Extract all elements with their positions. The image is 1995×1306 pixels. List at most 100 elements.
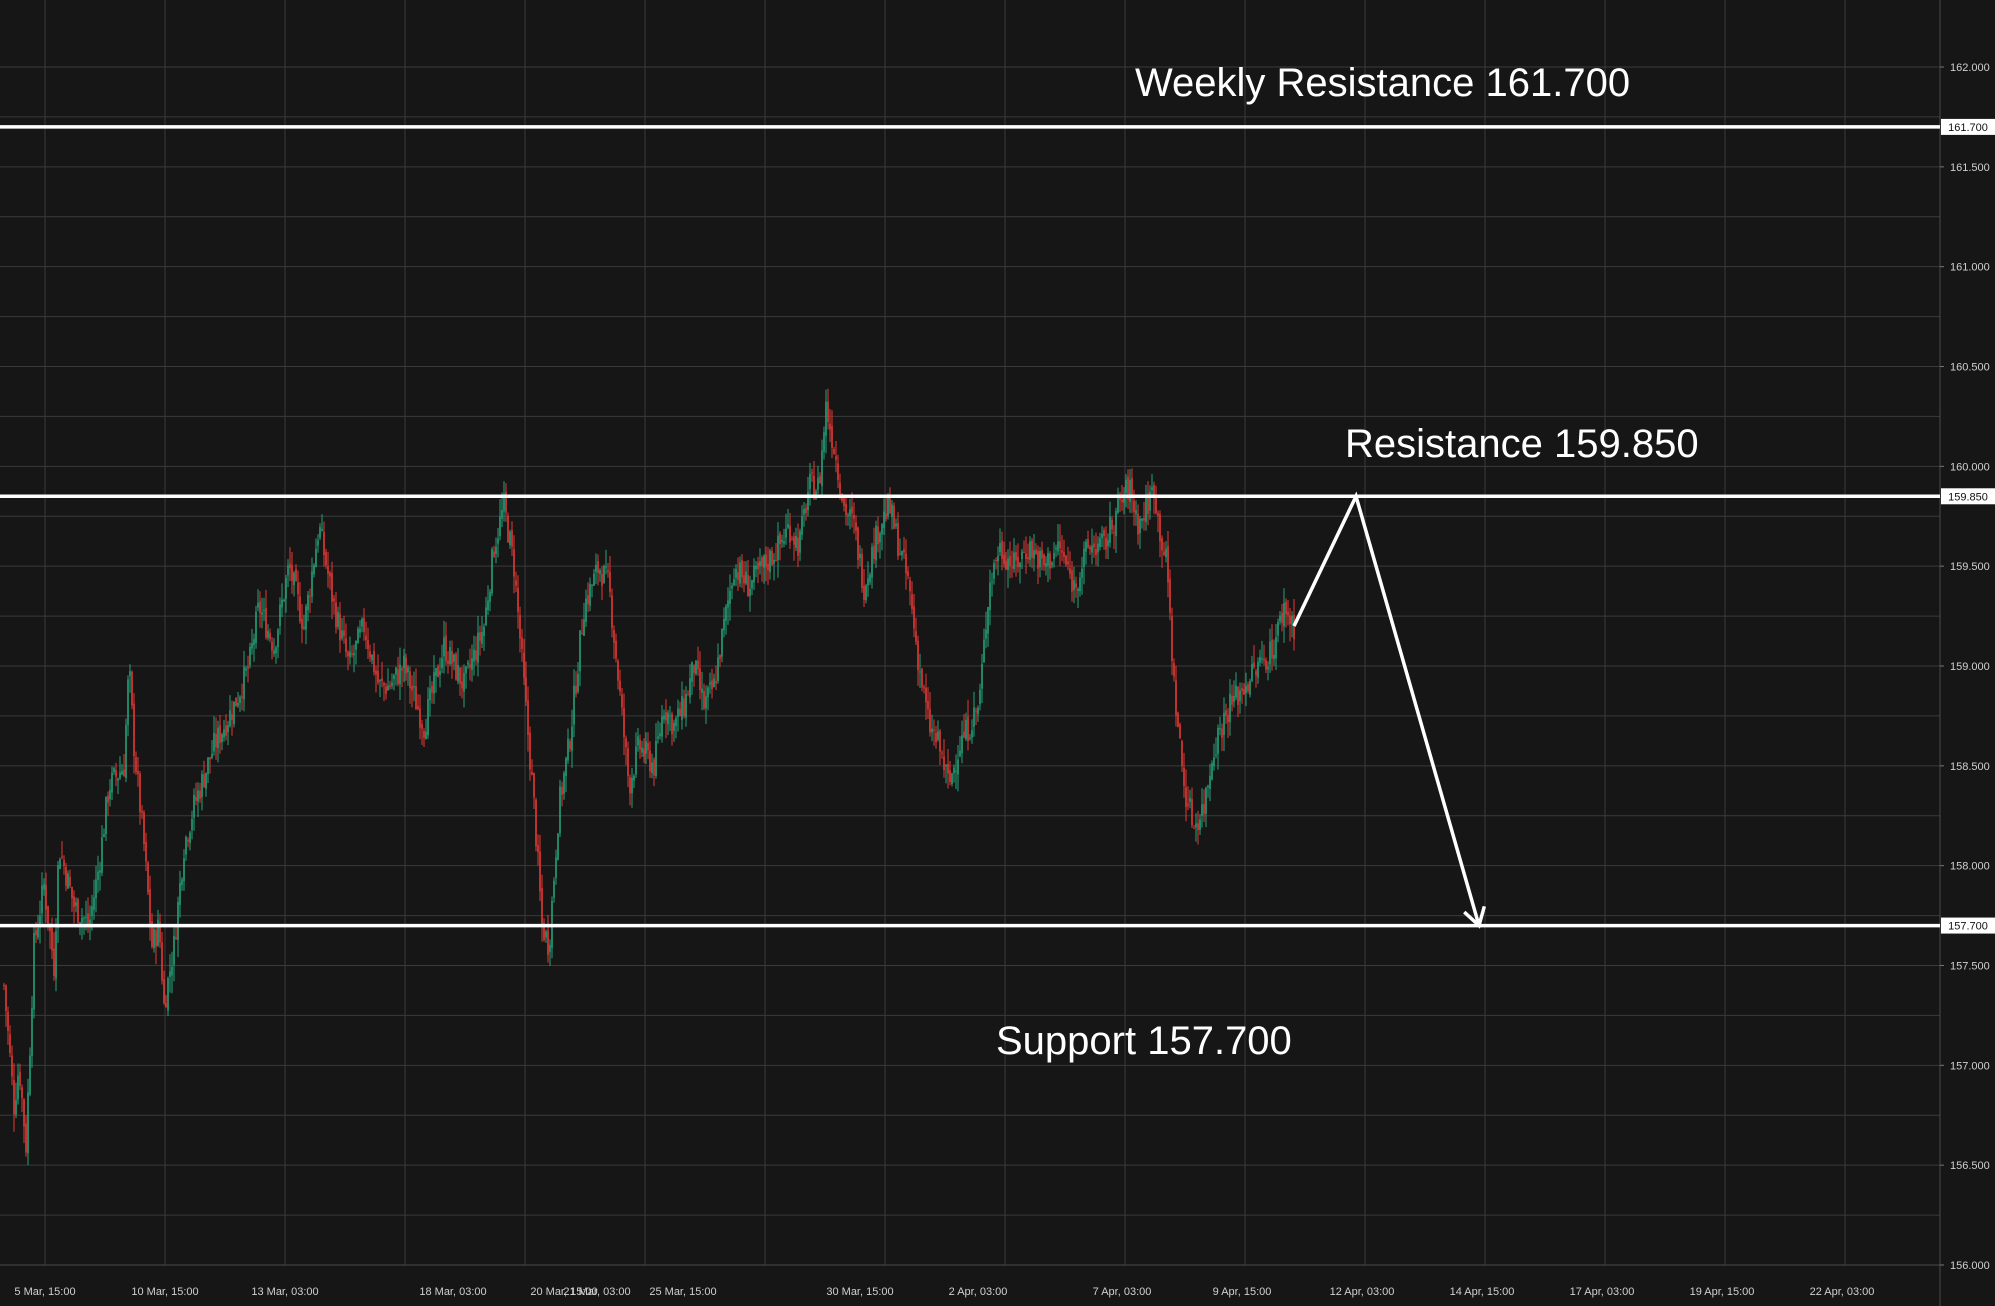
- candle-body: [473, 649, 475, 662]
- candle-body: [209, 757, 211, 760]
- candle-body: [1117, 498, 1119, 513]
- candle-body: [191, 818, 193, 831]
- candle-body: [127, 679, 129, 725]
- candle-body: [361, 618, 363, 627]
- candle-body: [431, 685, 433, 693]
- candle-body: [331, 573, 333, 602]
- candle-body: [589, 583, 591, 606]
- candle-body: [351, 653, 353, 655]
- candle-body: [1141, 518, 1143, 521]
- candle-body: [137, 771, 139, 775]
- candle-body: [111, 772, 113, 793]
- candle-body: [1019, 563, 1021, 568]
- candle-body: [861, 553, 863, 588]
- candle-body: [163, 979, 165, 1004]
- candle-body: [1079, 577, 1081, 592]
- candle-body: [21, 1087, 23, 1099]
- candle-body: [355, 640, 357, 650]
- candle-body: [1281, 612, 1283, 624]
- candle-body: [359, 628, 361, 633]
- candle-body: [417, 706, 419, 710]
- candle-body: [311, 571, 313, 597]
- candle-body: [265, 607, 267, 638]
- x-axis: 5 Mar, 15:00 10 Mar, 15:00 13 Mar, 03:00 18…: [14, 1286, 1874, 1298]
- candle-body: [507, 515, 509, 543]
- candle-body: [911, 594, 913, 609]
- candle-body: [369, 651, 371, 658]
- candle-body: [933, 729, 935, 731]
- candle-body: [305, 606, 307, 630]
- candle-body: [735, 568, 737, 578]
- candle-body: [199, 790, 201, 799]
- candle-body: [77, 899, 79, 923]
- annotations: Weekly Resistance 161.700 Resistance 159…: [996, 61, 1699, 1063]
- candle-body: [85, 917, 87, 919]
- candle-body: [277, 629, 279, 648]
- candle-body: [139, 773, 141, 813]
- candle-body: [609, 571, 611, 592]
- candle-body: [527, 700, 529, 736]
- candle-body: [821, 450, 823, 487]
- candle-body: [1177, 712, 1179, 728]
- candle-body: [731, 585, 733, 589]
- candle-body: [579, 630, 581, 672]
- candle-body: [575, 685, 577, 694]
- candle-body: [1109, 516, 1111, 543]
- candle-body: [121, 771, 123, 775]
- grid: [0, 0, 1941, 1306]
- candle-body: [491, 548, 493, 594]
- candle-body: [987, 607, 989, 634]
- candle-body: [173, 935, 175, 965]
- candle-body: [1257, 661, 1259, 678]
- candle-body: [215, 733, 217, 748]
- candle-body: [741, 560, 743, 578]
- candle-body: [1181, 741, 1183, 766]
- candle-body: [567, 738, 569, 761]
- candle-body: [833, 449, 835, 454]
- candle-body: [555, 857, 557, 878]
- candle-body: [565, 757, 567, 777]
- candle-body: [1275, 637, 1277, 659]
- candle-body: [1267, 667, 1269, 670]
- candle-body: [695, 660, 697, 675]
- candle-body: [1153, 484, 1155, 499]
- candle-body: [831, 425, 833, 448]
- candle-body: [999, 543, 1001, 553]
- candle-body: [1277, 621, 1279, 636]
- candle-body: [799, 531, 801, 553]
- candle-body: [377, 670, 379, 683]
- candle-body: [1065, 555, 1067, 565]
- y-tick-label: 157.500: [1950, 961, 1990, 973]
- candle-body: [1219, 728, 1221, 730]
- candle-body: [1021, 551, 1023, 560]
- candle-body: [1205, 787, 1207, 814]
- candle-body: [951, 773, 953, 785]
- candle-body: [705, 696, 707, 709]
- candle-body: [7, 1011, 9, 1031]
- candle-body: [319, 527, 321, 538]
- candle-body: [1225, 710, 1227, 716]
- candle-body: [1113, 532, 1115, 534]
- candle-body: [765, 554, 767, 568]
- candle-body: [107, 795, 109, 803]
- candle-body: [295, 568, 297, 581]
- candle-body: [583, 619, 585, 636]
- candle-body: [39, 916, 41, 927]
- candle-body: [1213, 757, 1215, 767]
- candle-body: [1111, 519, 1113, 530]
- candle-body: [357, 628, 359, 644]
- candle-body: [53, 948, 55, 976]
- candle-body: [43, 884, 45, 890]
- candle-body: [541, 887, 543, 925]
- candle-body: [1005, 560, 1007, 570]
- candle-body: [383, 683, 385, 686]
- candle-body: [1287, 611, 1289, 616]
- candle-body: [1165, 548, 1167, 557]
- candle-body: [161, 942, 163, 981]
- candle-body: [1057, 541, 1059, 552]
- candle-body: [133, 703, 135, 757]
- candle-body: [91, 906, 93, 916]
- x-tick-label: 19 Apr, 15:00: [1690, 1286, 1755, 1298]
- candle-body: [61, 856, 63, 858]
